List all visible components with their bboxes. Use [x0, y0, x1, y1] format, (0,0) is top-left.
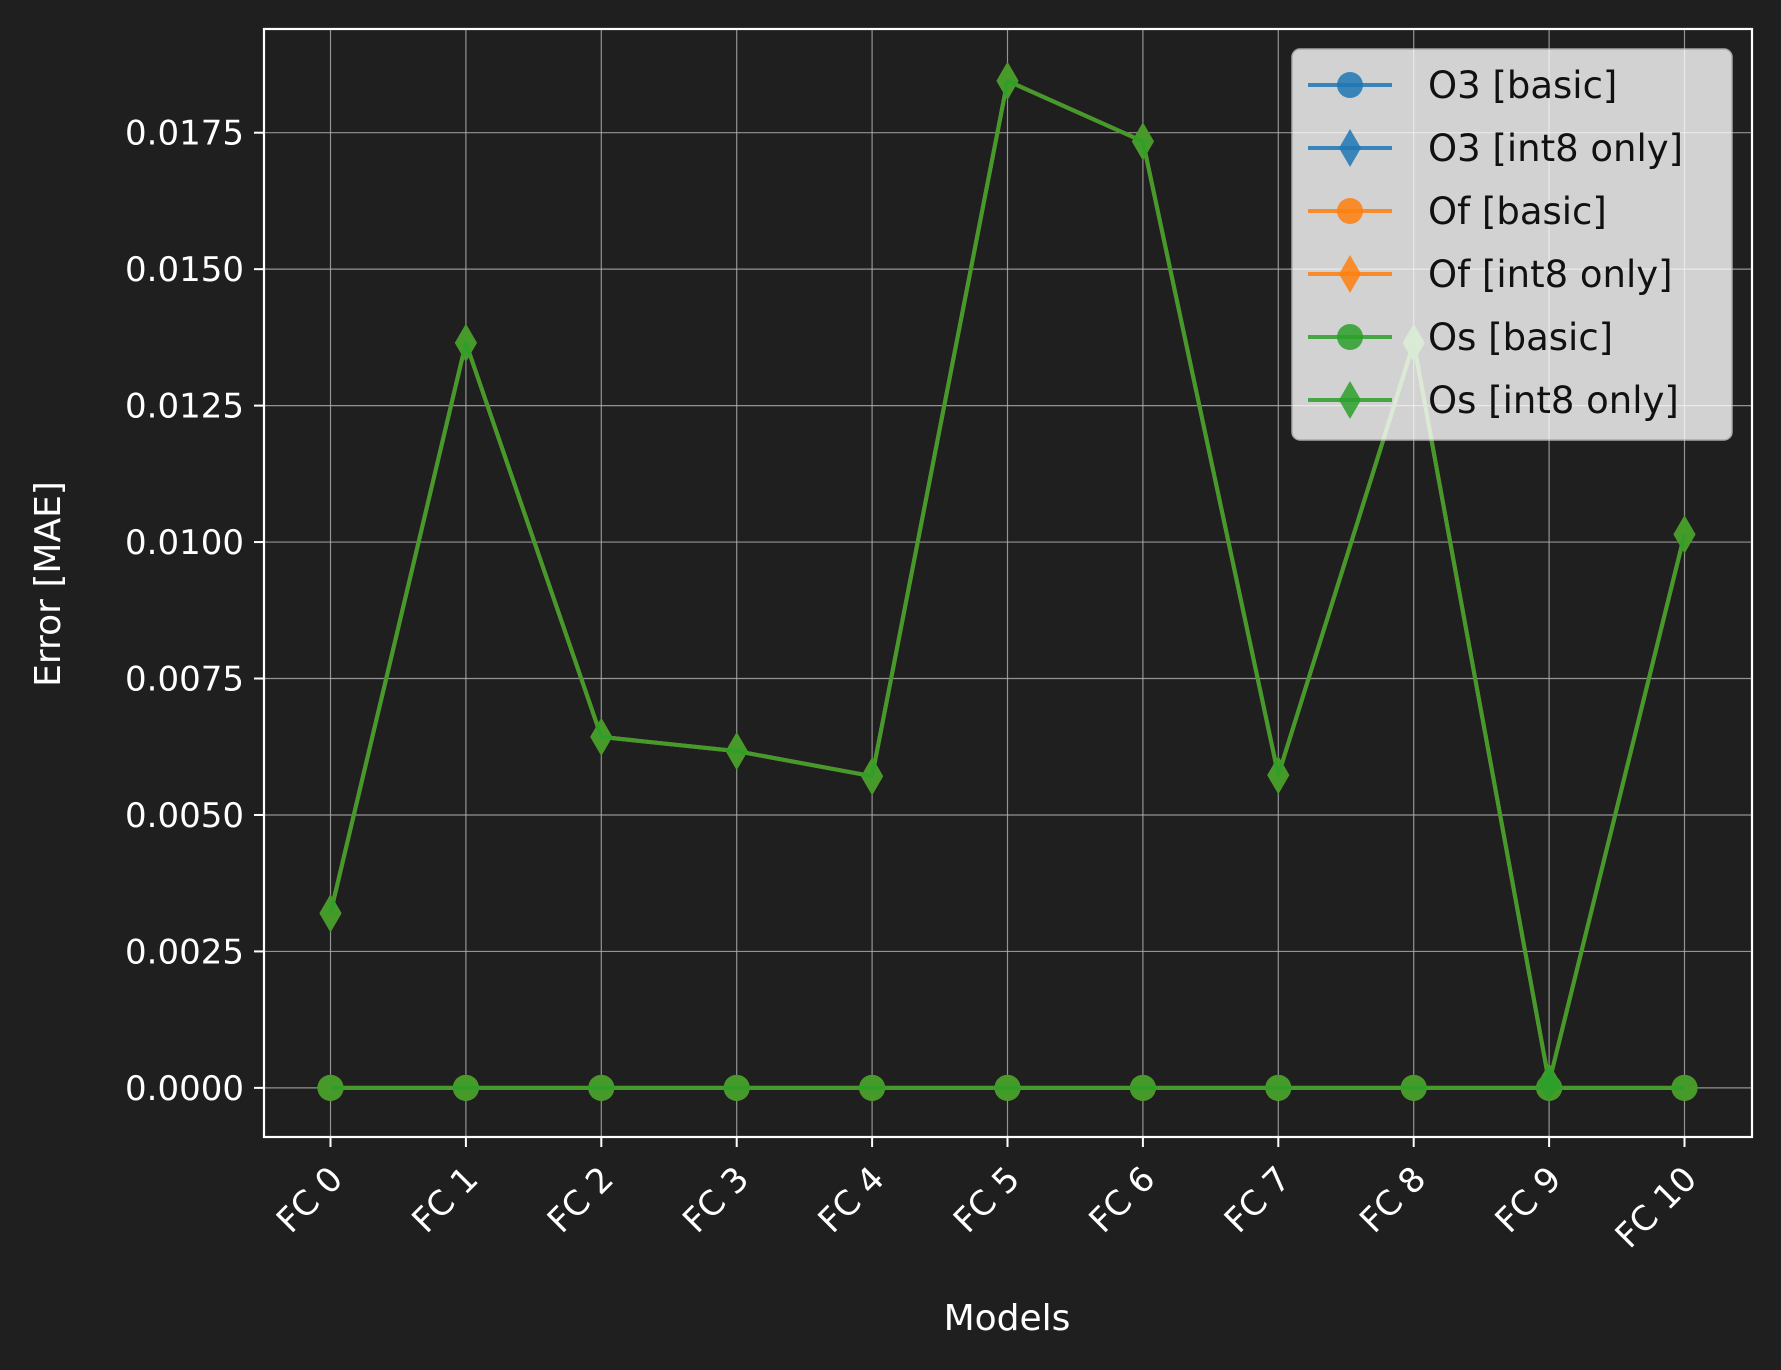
series [317, 61, 1698, 1102]
y-axis-label: Error [MAE] [28, 481, 69, 687]
y-ticks: 0.0000 0.0025 0.0050 0.0075 0.0100 0.0125 0.01… [125, 114, 264, 1109]
y-tick-label: 0.0075 [125, 660, 244, 700]
legend-label: Of [int8 only] [1428, 253, 1673, 296]
data-point [994, 1074, 1021, 1101]
y-tick-label: 0.0125 [125, 387, 244, 427]
data-point [1400, 1074, 1427, 1101]
legend-label: O3 [basic] [1428, 64, 1617, 107]
legend-label: Of [basic] [1428, 190, 1607, 233]
legend-marker [1339, 381, 1361, 419]
y-tick-label: 0.0025 [125, 932, 244, 972]
x-axis-label: Models [944, 1298, 1071, 1339]
legend-marker [1337, 198, 1363, 224]
legend-marker [1339, 129, 1361, 167]
legend-label: Os [basic] [1428, 316, 1613, 359]
y-tick-label: 0.0150 [125, 250, 244, 290]
data-point [1267, 756, 1290, 795]
data-point [725, 732, 748, 771]
series-5 [317, 1074, 1698, 1101]
y-tick-label: 0.0175 [125, 114, 244, 154]
data-point [996, 61, 1019, 100]
data-point [859, 1074, 886, 1101]
data-point [1129, 1074, 1156, 1101]
data-point [1265, 1074, 1292, 1101]
y-tick-label: 0.0100 [125, 523, 244, 563]
y-tick-label: 0.0050 [125, 796, 244, 836]
legend-marker [1337, 324, 1363, 350]
data-point [454, 323, 477, 362]
data-point [590, 717, 613, 756]
legend-label: Os [int8 only] [1428, 379, 1679, 422]
y-tick-label: 0.0000 [125, 1069, 244, 1109]
legend-label: O3 [int8 only] [1428, 127, 1683, 170]
legend-marker [1337, 72, 1363, 98]
data-point [317, 1074, 344, 1101]
data-point [861, 757, 884, 796]
data-point [1673, 515, 1696, 554]
data-point [319, 894, 342, 933]
data-point [1538, 1063, 1561, 1102]
data-point [1131, 122, 1154, 161]
data-point [588, 1074, 615, 1101]
legend: O3 [basic] O3 [int8 only] Of [basic] Of [in… [1291, 48, 1733, 441]
data-point [723, 1074, 750, 1101]
legend-marker [1339, 255, 1361, 293]
data-point [452, 1074, 479, 1101]
legend-box [1291, 48, 1733, 441]
data-point [1671, 1074, 1698, 1101]
